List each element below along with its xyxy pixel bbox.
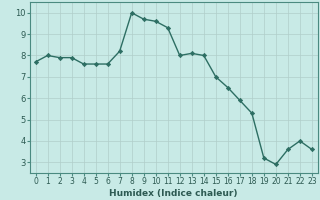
X-axis label: Humidex (Indice chaleur): Humidex (Indice chaleur) (109, 189, 238, 198)
